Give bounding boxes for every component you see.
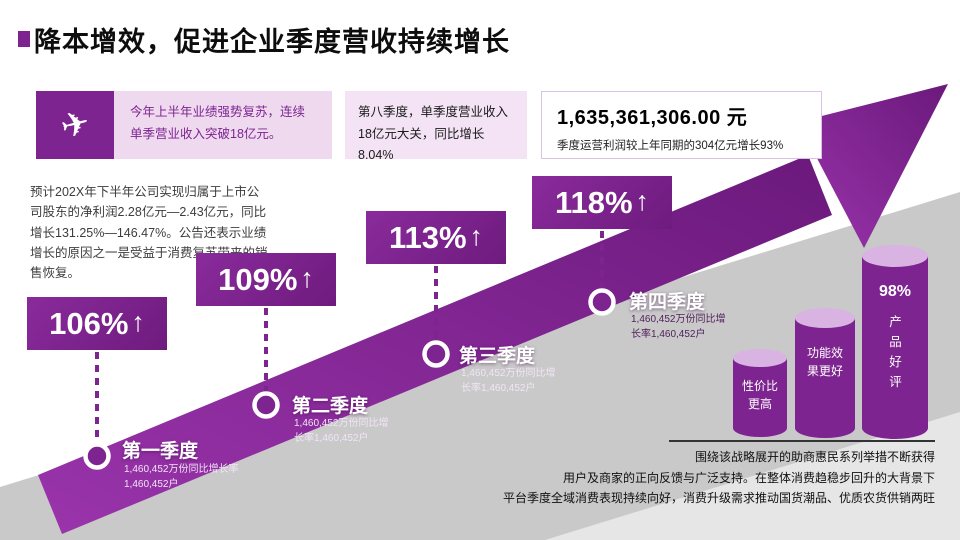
cylinder-1-top bbox=[733, 349, 787, 367]
revenue-value: 1,635,361,306.00 元 bbox=[557, 107, 748, 129]
quarter-detail-q2: 1,460,452万份同比增长率1,460,452户 bbox=[294, 418, 389, 444]
growth-value: 109% bbox=[218, 261, 298, 297]
paper-plane-icon: ✈ bbox=[56, 103, 94, 147]
quarter-label-q2: 第二季度 bbox=[292, 396, 369, 417]
quarter-label-q3: 第三季度 bbox=[459, 346, 536, 367]
up-arrow-icon: ↑ bbox=[635, 186, 650, 216]
cylinder-3-body bbox=[862, 256, 928, 439]
footer-divider bbox=[669, 440, 935, 442]
growth-value: 118% bbox=[554, 184, 633, 220]
milestone-dot-q3 bbox=[422, 340, 450, 368]
up-arrow-icon: ↑ bbox=[131, 307, 145, 337]
page-title: 降本增效，促进企业季度营收持续增长 bbox=[34, 27, 510, 57]
footer-note-line: 用户及商家的正向反馈与广泛支持。在整体消费趋稳步回升的大背景下 bbox=[562, 470, 935, 485]
revenue-stat-card: 1,635,361,306.00 元 季度运营利润较上年同期的304亿元增长93… bbox=[541, 91, 822, 159]
cylinder-label-1: 性价比更高 bbox=[741, 379, 778, 411]
highlight-card: 今年上半年业绩强势复苏，连续单季营业收入突破18亿元。 bbox=[114, 91, 332, 159]
cylinder-2-body bbox=[795, 318, 855, 438]
quarter-detail-q4: 1,460,452万份同比增长率1,460,452户 bbox=[631, 314, 726, 340]
growth-value: 113% bbox=[388, 219, 467, 255]
growth-badge-q1: 106% ↑ bbox=[27, 297, 167, 350]
cylinder-label-3: 产品好评 bbox=[889, 315, 902, 389]
milestone-dot-q4 bbox=[588, 288, 616, 316]
quarter-label-q1: 第一季度 bbox=[122, 441, 199, 462]
up-arrow-icon: ↑ bbox=[469, 221, 484, 251]
plane-icon-box: ✈ bbox=[36, 91, 114, 159]
growth-badge-q2: 109% ↑ bbox=[196, 253, 336, 306]
footer-note-line: 围绕该战略展开的助商惠民系列举措不断获得 bbox=[694, 450, 935, 464]
cylinder-2-top bbox=[795, 308, 855, 328]
gray-slope-light-corner bbox=[545, 412, 960, 540]
title-accent bbox=[18, 31, 30, 47]
rating-value: 98% bbox=[878, 283, 912, 300]
footer-note: 围绕该战略展开的助商惠民系列举措不断获得 用户及商家的正向反馈与广泛支持。在整体… bbox=[475, 447, 935, 509]
milestone-dot-q2 bbox=[252, 391, 280, 419]
forecast-paragraph: 预计202X年下半年公司实现归属于上市公司股东的净利润2.28亿元—2.43亿元… bbox=[30, 185, 268, 280]
quarter-revenue-card: 第八季度，单季度营业收入18亿元大关，同比增长8.04% bbox=[345, 91, 527, 162]
growth-arrow-head bbox=[798, 84, 948, 248]
growth-badge-q3: 113% ↑ bbox=[366, 211, 506, 264]
quarter-detail-q3: 1,460,452万份同比增长率1,460,452户 bbox=[461, 368, 556, 394]
milestone-dot-q1 bbox=[83, 442, 111, 470]
quarter-label-q4: 第四季度 bbox=[629, 292, 706, 313]
quarter-detail-q1: 1,460,452万份同比增长率1,460,452户 bbox=[124, 464, 239, 490]
revenue-note: 季度运营利润较上年同期的304亿元增长93% bbox=[557, 140, 784, 152]
growth-badge-q4: 118% ↑ bbox=[532, 176, 672, 229]
cylinder-1-body bbox=[733, 358, 787, 437]
up-arrow-icon: ↑ bbox=[300, 263, 314, 293]
cylinder-label-2: 功能效果更好 bbox=[806, 346, 843, 378]
footer-note-line: 平台季度全域消费表现持续向好，消费升级需求推动国货潮品、优质农货供销两旺 bbox=[502, 491, 935, 506]
cylinder-3-top bbox=[862, 245, 928, 267]
growth-value: 106% bbox=[49, 305, 129, 341]
